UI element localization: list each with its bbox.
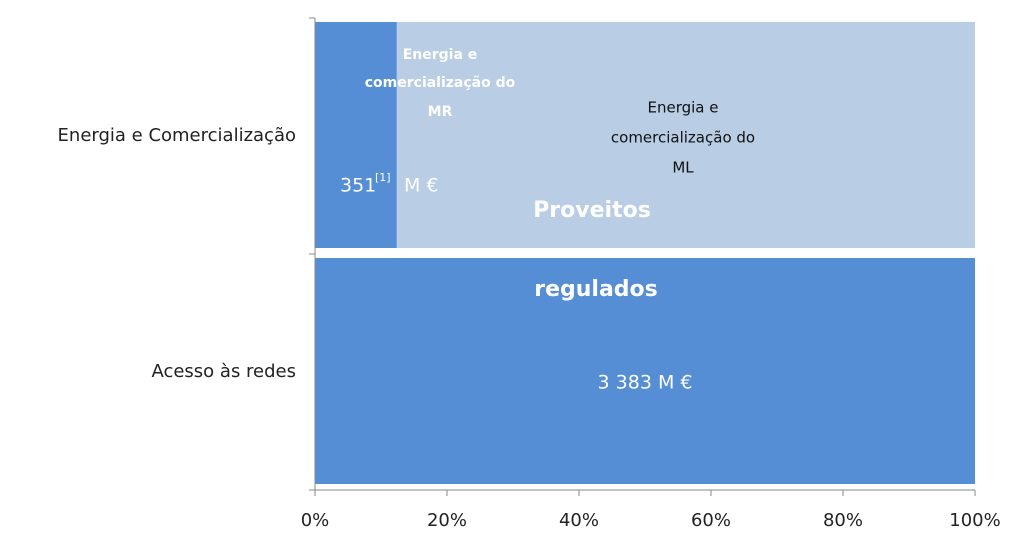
annotation: [1] (375, 171, 391, 184)
annotation: ML (672, 159, 694, 177)
bar-segment (315, 22, 397, 248)
x-tick-label: 40% (559, 510, 599, 531)
annotation: regulados (534, 277, 658, 302)
annotation: comercialização do (365, 75, 516, 91)
x-tick-label: 0% (301, 510, 330, 531)
x-tick-label: 100% (949, 510, 1000, 531)
annotation: 3 383 M € (598, 372, 693, 394)
annotation: 351 (340, 175, 376, 197)
x-tick-label: 80% (823, 510, 863, 531)
annotation: Energia e (403, 47, 478, 63)
y-tick-label: Energia e Comercialização (58, 125, 296, 146)
annotation: comercialização do (611, 129, 755, 147)
annotation: Energia e (648, 99, 719, 117)
x-tick-label: 20% (427, 510, 467, 531)
y-tick-label: Acesso às redes (151, 361, 296, 382)
x-tick-label: 60% (691, 510, 731, 531)
annotation: M € (404, 175, 439, 197)
annotation: MR (428, 104, 453, 120)
annotation: Proveitos (533, 198, 651, 223)
bar-segment (396, 22, 976, 248)
bar-segment (315, 258, 975, 484)
